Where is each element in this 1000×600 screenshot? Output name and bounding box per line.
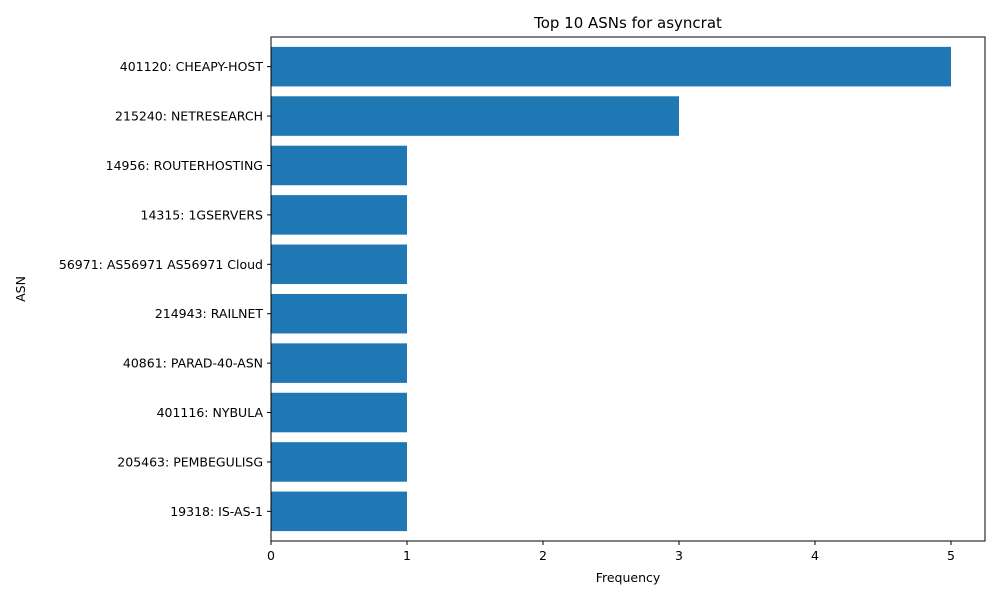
y-tick-label: 401120: CHEAPY-HOST — [120, 59, 264, 74]
y-tick-label: 14956: ROUTERHOSTING — [106, 158, 263, 173]
y-tick-label: 205463: PEMBEGULISG — [117, 454, 263, 469]
bar — [271, 46, 951, 87]
x-tick-label: 0 — [267, 548, 275, 563]
bar — [271, 293, 407, 334]
bar — [271, 96, 679, 136]
y-axis-ticks: 401120: CHEAPY-HOST 215240: NETRESEARCH 14… — [59, 59, 271, 519]
y-tick-label: 215240: NETRESEARCH — [115, 109, 263, 124]
x-tick-label: 2 — [539, 548, 547, 563]
plot-frame — [270, 36, 986, 542]
x-tick-label: 3 — [675, 548, 683, 563]
bar — [271, 392, 407, 433]
bar — [271, 195, 407, 235]
x-axis-label: Frequency — [596, 570, 661, 585]
bar — [271, 244, 407, 285]
y-tick-label: 40861: PARAD-40-ASN — [123, 356, 263, 371]
bar — [271, 442, 407, 482]
x-tick-label: 1 — [403, 548, 411, 563]
y-axis-label: ASN — [13, 276, 28, 302]
y-tick-label: 14315: 1GSERVERS — [141, 207, 264, 222]
bars-group — [271, 46, 951, 532]
y-tick-label: 214943: RAILNET — [155, 306, 264, 321]
y-tick-label: 19318: IS-AS-1 — [170, 504, 263, 519]
chart-title: Top 10 ASNs for asyncrat — [533, 14, 722, 32]
y-tick-label: 56971: AS56971 AS56971 Cloud — [59, 257, 263, 272]
x-axis-ticks: 0 1 2 3 4 5 — [267, 541, 955, 563]
x-tick-label: 5 — [947, 548, 955, 563]
y-tick-label: 401116: NYBULA — [157, 405, 264, 420]
bar — [271, 491, 407, 532]
x-tick-label: 4 — [811, 548, 819, 563]
bar — [271, 145, 407, 186]
bar — [271, 343, 407, 383]
